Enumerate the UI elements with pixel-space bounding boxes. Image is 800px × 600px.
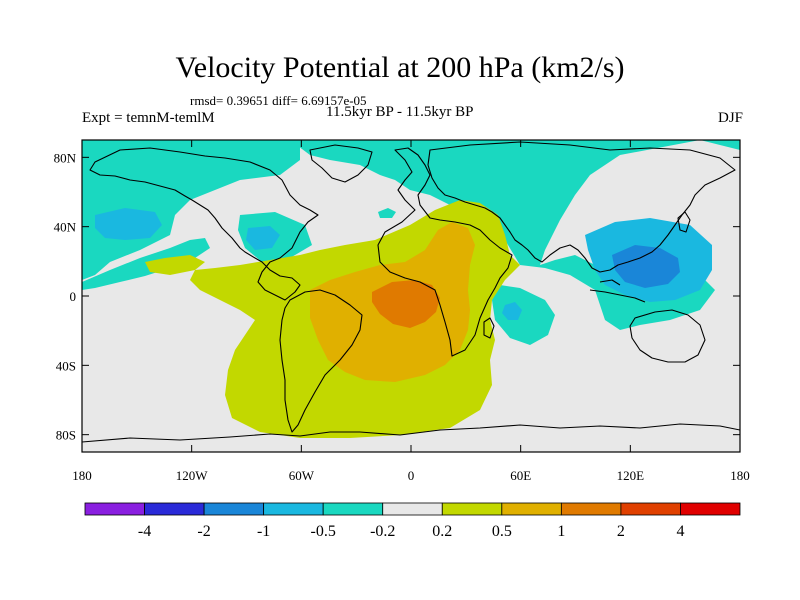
map-plot-area [82, 140, 740, 452]
colorbar-label: -4 [138, 523, 151, 540]
colorbar-swatch [620, 502, 681, 516]
contour-atlantic-orange [372, 280, 440, 328]
y-tick-label: 80S [56, 428, 76, 443]
coastline-north-america [89, 147, 319, 301]
contour-north-pacific-teal [82, 140, 300, 280]
coastline-europe-africa [377, 147, 513, 357]
contour-pacific-yellow-green [145, 255, 205, 275]
colorbar-swatch [441, 502, 503, 516]
colorbar-label: 1 [557, 523, 565, 540]
contour-hawaii-small-teal [378, 208, 396, 218]
coastline-madagascar [483, 317, 495, 339]
y-tick-label: 40S [56, 358, 76, 373]
colorbar-swatch [84, 502, 145, 516]
contour-na-east-cyan [246, 226, 280, 250]
x-tick-label: 120E [617, 468, 645, 483]
period-label: 11.5kyr BP - 11.5kyr BP [326, 104, 474, 120]
colorbar-label: -0.2 [370, 523, 395, 540]
colorbar-label: 4 [676, 523, 684, 540]
x-tick-label: 0 [408, 468, 415, 483]
colorbar: -4 -2 -1 -0.5 -0.2 0.2 0.5 1 2 4 [84, 502, 741, 540]
y-tick-label: 80N [54, 150, 77, 165]
colorbar-swatch [263, 502, 324, 516]
coastline-indonesia [589, 279, 646, 303]
colorbar-label: 0.2 [432, 523, 452, 540]
contour-indian-teal [492, 285, 555, 345]
colorbar-swatch [680, 502, 741, 516]
coastline-asia [427, 141, 736, 273]
coastline-antarctica [82, 423, 740, 443]
x-tick-label: 60W [289, 468, 315, 483]
colorbar-label: -1 [257, 523, 270, 540]
colorbar-swatch [322, 502, 384, 516]
colorbar-swatch [203, 502, 265, 516]
colorbar-swatch [382, 502, 443, 516]
y-tick-label: 40N [54, 220, 77, 235]
y-tick-label: 0 [70, 289, 77, 304]
contour-maritime-blue [612, 245, 680, 288]
map-title: Velocity Potential at 200 hPa (km2/s) [175, 51, 625, 84]
coastline-greenland [309, 144, 373, 183]
x-tick-label: 120W [176, 468, 209, 483]
colorbar-swatch [501, 502, 562, 516]
coastline-japan [677, 211, 691, 233]
stats-text: rmsd= 0.39651 diff= 6.69157e-05 [190, 93, 367, 108]
x-tick-label: 180 [72, 468, 92, 483]
experiment-label: Expt = temnM-temlM [82, 110, 215, 126]
contour-pacific-cyan [95, 208, 162, 240]
coastline-south-america [279, 289, 363, 433]
colorbar-label: 2 [617, 523, 625, 540]
colorbar-swatch [560, 502, 622, 516]
contour-indian-cyan [502, 302, 522, 320]
x-tick-label: 60E [510, 468, 531, 483]
season-label: DJF [717, 110, 743, 126]
colorbar-label: -0.5 [311, 523, 336, 540]
coastlines [82, 141, 740, 443]
colorbar-swatch [144, 502, 205, 516]
colorbar-label: -2 [197, 523, 210, 540]
x-tick-label: 180 [730, 468, 750, 483]
axis-ticks: 180 120W 60W 0 60E 120E 180 80N 40N 0 40S 80S [54, 140, 750, 483]
coastline-australia [629, 309, 706, 363]
colorbar-label: 0.5 [492, 523, 512, 540]
